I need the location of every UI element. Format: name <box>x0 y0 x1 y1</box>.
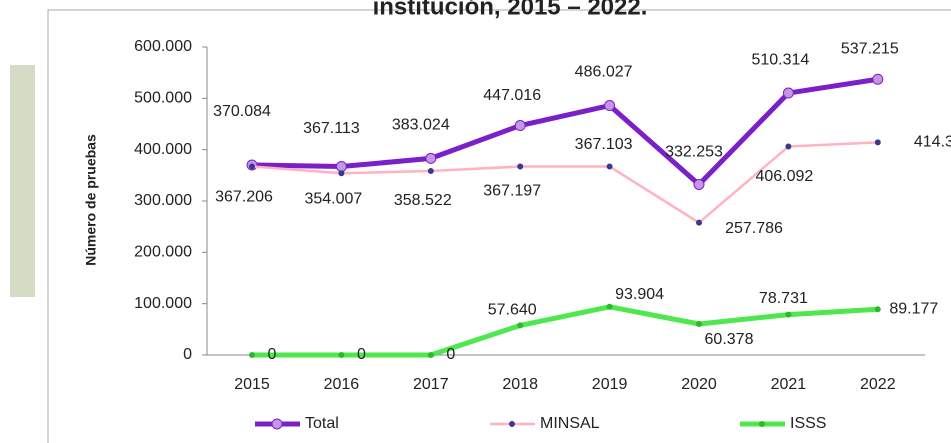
x-tick-label: 2022 <box>860 376 896 393</box>
data-label: 537.215 <box>841 40 899 57</box>
marker <box>696 219 702 226</box>
legend-marker <box>759 421 765 427</box>
marker <box>338 352 345 358</box>
data-label: 78.731 <box>759 290 808 307</box>
legend-label: MINSAL <box>540 415 600 432</box>
data-label: 383.024 <box>392 117 450 134</box>
data-label: 370.084 <box>213 103 271 120</box>
marker <box>693 178 705 190</box>
data-label: 0 <box>446 346 455 363</box>
x-tick-label: 2020 <box>681 376 717 393</box>
marker <box>517 163 524 170</box>
marker <box>874 139 881 146</box>
marker <box>427 167 434 174</box>
x-tick-label: 2018 <box>502 376 538 393</box>
data-label: 486.027 <box>575 64 633 81</box>
marker <box>606 163 613 170</box>
legend-label: ISSS <box>790 415 826 432</box>
x-tick-label: 2021 <box>771 376 807 393</box>
y-tick-label: 600.000 <box>134 38 192 55</box>
data-label: 414.304 <box>914 134 951 151</box>
data-label: 89.177 <box>889 300 938 317</box>
y-axis-label: Número de pruebas <box>83 134 99 266</box>
data-label: 367.113 <box>303 120 360 137</box>
data-label: 332.253 <box>665 144 723 161</box>
y-tick-label: 100.000 <box>134 295 192 312</box>
series-line <box>251 141 878 224</box>
y-tick-label: 500.000 <box>134 90 192 107</box>
x-tick-label: 2016 <box>324 376 360 393</box>
marker <box>249 163 255 170</box>
legend-marker <box>509 421 515 427</box>
data-label: 406.092 <box>755 168 813 185</box>
marker <box>425 152 437 164</box>
data-label: 0 <box>357 346 366 363</box>
marker <box>338 170 345 177</box>
marker <box>874 306 881 313</box>
data-label: 367.197 <box>483 183 541 200</box>
data-label: 57.640 <box>488 302 537 319</box>
x-tick-label: 2019 <box>592 376 628 393</box>
x-tick-label: 2017 <box>413 376 449 393</box>
data-label: 0 <box>268 346 277 363</box>
marker <box>427 352 434 358</box>
data-label: 93.904 <box>615 286 664 303</box>
marker <box>606 303 613 310</box>
legend-marker <box>271 418 283 430</box>
marker <box>514 120 526 132</box>
marker <box>696 321 702 328</box>
marker <box>604 100 616 112</box>
marker <box>782 87 794 99</box>
chart-title: institución, 2015 – 2022. <box>373 0 648 20</box>
data-label: 510.314 <box>751 51 809 68</box>
marker <box>517 322 524 329</box>
data-label: 367.103 <box>575 136 633 153</box>
marker <box>335 161 347 173</box>
marker <box>785 143 792 150</box>
legend-label: Total <box>305 415 339 432</box>
y-tick-label: 200.000 <box>134 244 192 261</box>
side-panel <box>10 65 35 297</box>
marker <box>249 352 255 358</box>
chart-frame <box>47 9 951 443</box>
data-label: 447.016 <box>483 87 541 104</box>
data-label: 358.522 <box>394 192 452 209</box>
y-tick-label: 0 <box>183 346 192 363</box>
marker <box>872 73 884 85</box>
y-tick-label: 400.000 <box>134 141 192 158</box>
data-label: 354.007 <box>304 190 362 207</box>
marker <box>785 311 792 318</box>
series-line <box>251 76 879 187</box>
series-line <box>252 304 878 358</box>
y-tick-label: 300.000 <box>134 192 192 209</box>
x-tick-label: 2015 <box>234 376 270 393</box>
data-label: 60.378 <box>705 331 754 348</box>
data-label: 367.206 <box>215 189 273 206</box>
data-label: 257.786 <box>725 220 783 237</box>
